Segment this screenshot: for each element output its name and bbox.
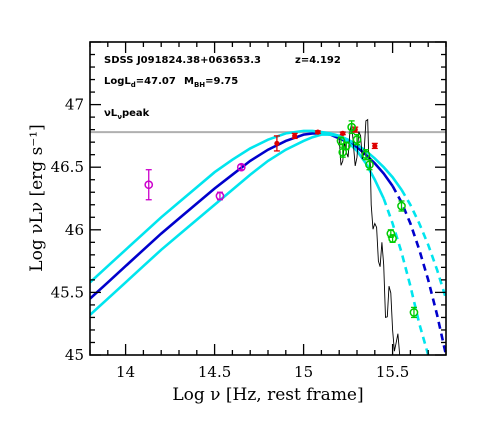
- logld-main: LogL: [104, 76, 131, 87]
- data-point-15: [361, 149, 371, 161]
- data-point-20: [409, 306, 419, 319]
- plot-frame: [89, 41, 447, 356]
- data-point-5: [291, 132, 298, 140]
- model-curve-5: [90, 133, 385, 316]
- y-tick-label: 47: [65, 96, 84, 114]
- data-point-9: [371, 142, 378, 150]
- data-point-4: [273, 135, 280, 152]
- mbh-label: MBH=9.75: [184, 76, 238, 89]
- x-axis-label: Log ν [Hz, rest frame]: [172, 385, 363, 405]
- y-axis-label: Log νLν [erg s⁻¹]: [27, 124, 47, 271]
- data-point-14: [352, 133, 362, 146]
- logld-subscript: d: [131, 81, 136, 89]
- logld-label: LogLd=47.07: [104, 76, 176, 89]
- x-tick-label: 14: [116, 363, 135, 381]
- peak-main: νL: [104, 108, 118, 119]
- x-tick-label: 15.5: [376, 363, 409, 381]
- mbh-main: M: [184, 76, 194, 87]
- data-point-11: [338, 146, 348, 158]
- peak-label: νLνpeak: [104, 108, 150, 121]
- data-point-16: [365, 159, 374, 171]
- data-point-19: [397, 200, 406, 212]
- model-curve-3: [90, 129, 403, 284]
- peak-tail: peak: [122, 108, 150, 119]
- x-tick-label: 15: [294, 363, 313, 381]
- logld-value: =47.07: [136, 76, 176, 87]
- y-tick-label: 46.5: [51, 158, 84, 176]
- y-tick-label: 45: [65, 346, 84, 364]
- y-tick-label: 45.5: [51, 283, 84, 301]
- data-point-1: [144, 169, 154, 201]
- source-name: SDSS J091824.38+063653.3: [104, 55, 261, 66]
- data-point-18: [388, 234, 397, 243]
- data-point-7: [339, 130, 346, 136]
- model-curve-1: [90, 132, 394, 300]
- data-point-3: [236, 162, 246, 172]
- mbh-subscript: BH: [194, 81, 205, 89]
- photometry-points: [144, 120, 419, 319]
- model-curve-4: [400, 189, 446, 300]
- peak-subscript: ν: [117, 113, 122, 121]
- x-tick-label: 14.5: [198, 363, 231, 381]
- model-curve-6: [382, 198, 430, 355]
- data-point-12: [341, 141, 351, 151]
- data-point-6: [314, 129, 321, 135]
- data-point-13: [347, 120, 357, 135]
- axis-ticks: 14 14.5 15 15.5 45 45.5 46 46.5 47: [51, 41, 447, 381]
- redshift-label: z=4.192: [295, 55, 341, 66]
- mbh-value: =9.75: [205, 76, 238, 87]
- data-point-2: [215, 191, 225, 201]
- y-tick-label: 46: [65, 221, 84, 239]
